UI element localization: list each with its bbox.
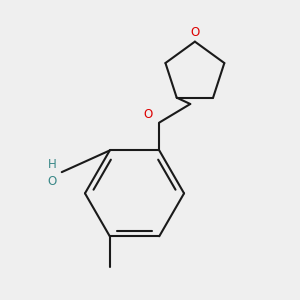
- Text: O: O: [48, 175, 57, 188]
- Text: O: O: [143, 108, 152, 121]
- Text: O: O: [190, 26, 200, 39]
- Text: H: H: [48, 158, 57, 171]
